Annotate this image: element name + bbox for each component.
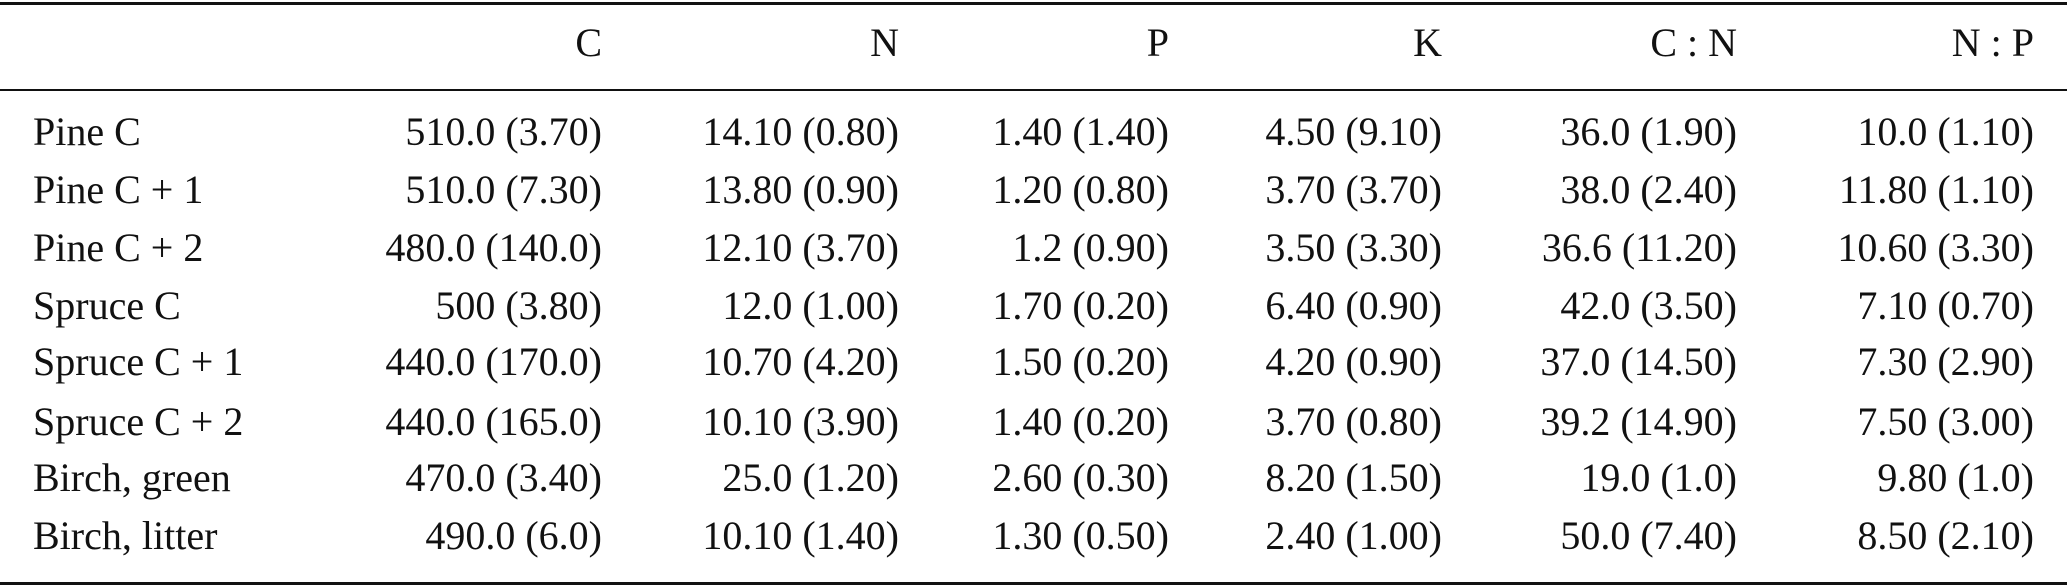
row-label: Birch, green bbox=[33, 455, 231, 500]
table-cell: 10.10 (1.40) bbox=[702, 513, 899, 558]
row-label: Birch, litter bbox=[33, 513, 218, 558]
table-cell: 6.40 (0.90) bbox=[1265, 283, 1442, 328]
table-cell: 37.0 (14.50) bbox=[1540, 339, 1737, 384]
table-cell: 7.50 (3.00) bbox=[1857, 399, 2034, 444]
table-cell: 7.10 (0.70) bbox=[1857, 283, 2034, 328]
table-cell: 490.0 (6.0) bbox=[425, 513, 602, 558]
row-label: Spruce C bbox=[33, 283, 181, 328]
table-cell: 9.80 (1.0) bbox=[1877, 455, 2034, 500]
row-label: Pine C bbox=[33, 109, 141, 154]
table-cell: 10.0 (1.10) bbox=[1857, 109, 2034, 154]
table-cell: 38.0 (2.40) bbox=[1560, 167, 1737, 212]
table-cell: 470.0 (3.40) bbox=[405, 455, 602, 500]
column-header: K bbox=[1413, 20, 1442, 65]
table-cell: 13.80 (0.90) bbox=[702, 167, 899, 212]
table-cell: 1.40 (0.20) bbox=[992, 399, 1169, 444]
table-cell: 14.10 (0.80) bbox=[702, 109, 899, 154]
table-cell: 39.2 (14.90) bbox=[1540, 399, 1737, 444]
column-header: N : P bbox=[1951, 20, 2034, 65]
column-header: N bbox=[870, 20, 899, 65]
table-cell: 1.40 (1.40) bbox=[992, 109, 1169, 154]
table-cell: 480.0 (140.0) bbox=[385, 225, 602, 270]
table-cell: 440.0 (165.0) bbox=[385, 399, 602, 444]
table-cell: 510.0 (7.30) bbox=[405, 167, 602, 212]
table-cell: 10.60 (3.30) bbox=[1837, 225, 2034, 270]
bottom-rule bbox=[0, 582, 2067, 585]
table-cell: 42.0 (3.50) bbox=[1560, 283, 1737, 328]
table-cell: 1.50 (0.20) bbox=[992, 339, 1169, 384]
table-cell: 10.10 (3.90) bbox=[702, 399, 899, 444]
table-cell: 2.40 (1.00) bbox=[1265, 513, 1442, 558]
table-cell: 3.50 (3.30) bbox=[1265, 225, 1442, 270]
table-cell: 10.70 (4.20) bbox=[702, 339, 899, 384]
table-cell: 510.0 (3.70) bbox=[405, 109, 602, 154]
table-cell: 12.10 (3.70) bbox=[702, 225, 899, 270]
table-cell: 36.6 (11.20) bbox=[1541, 225, 1737, 270]
column-header: C : N bbox=[1650, 20, 1737, 65]
column-header: C bbox=[575, 20, 602, 65]
table-cell: 1.70 (0.20) bbox=[992, 283, 1169, 328]
table-cell: 25.0 (1.20) bbox=[722, 455, 899, 500]
table-cell: 36.0 (1.90) bbox=[1560, 109, 1737, 154]
table-cell: 12.0 (1.00) bbox=[722, 283, 899, 328]
table-cell: 19.0 (1.0) bbox=[1580, 455, 1737, 500]
header-rule bbox=[0, 89, 2067, 91]
table-cell: 8.50 (2.10) bbox=[1857, 513, 2034, 558]
top-rule bbox=[0, 2, 2067, 5]
table-cell: 4.20 (0.90) bbox=[1265, 339, 1442, 384]
column-header: P bbox=[1146, 20, 1169, 65]
table-cell: 3.70 (3.70) bbox=[1265, 167, 1442, 212]
table-cell: 2.60 (0.30) bbox=[992, 455, 1169, 500]
row-label: Spruce C + 1 bbox=[33, 339, 244, 384]
table-cell: 500 (3.80) bbox=[435, 283, 602, 328]
table-cell: 1.20 (0.80) bbox=[992, 167, 1169, 212]
table-cell: 8.20 (1.50) bbox=[1265, 455, 1442, 500]
row-label: Spruce C + 2 bbox=[33, 399, 244, 444]
table-cell: 4.50 (9.10) bbox=[1265, 109, 1442, 154]
table-cell: 1.30 (0.50) bbox=[992, 513, 1169, 558]
table-cell: 1.2 (0.90) bbox=[1012, 225, 1169, 270]
table-cell: 50.0 (7.40) bbox=[1560, 513, 1737, 558]
row-label: Pine C + 1 bbox=[33, 167, 204, 212]
table-cell: 11.80 (1.10) bbox=[1838, 167, 2034, 212]
row-label: Pine C + 2 bbox=[33, 225, 204, 270]
table-cell: 440.0 (170.0) bbox=[385, 339, 602, 384]
table-cell: 3.70 (0.80) bbox=[1265, 399, 1442, 444]
table-cell: 7.30 (2.90) bbox=[1857, 339, 2034, 384]
